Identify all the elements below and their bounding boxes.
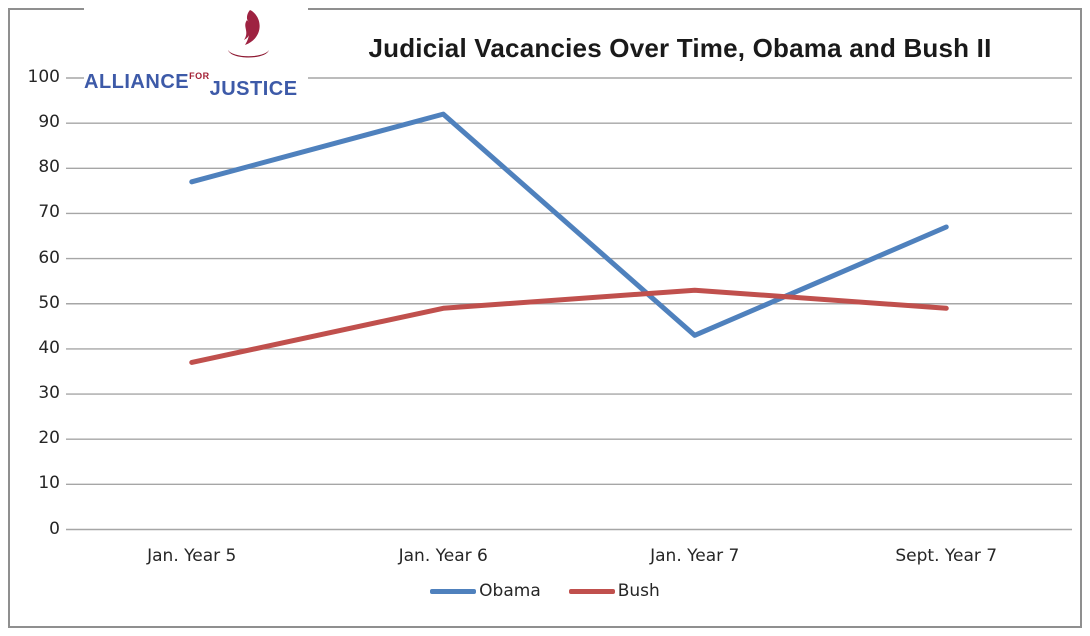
x-axis-category-label: Jan. Year 5 [147,546,237,566]
x-axis-category-label: Jan. Year 7 [650,546,740,566]
y-axis-tick-label: 20 [38,428,60,449]
y-axis-tick-label: 100 [27,67,60,87]
legend-label: Bush [617,581,660,601]
alliance-for-justice-logo: ALLIANCE FOR JUSTICE [84,8,308,100]
chart-border [8,8,1082,628]
chart-title: Judicial Vacancies Over Time, Obama and … [368,33,992,63]
series-line-bush [189,287,949,365]
logo-text: ALLIANCE FOR JUSTICE [84,66,298,101]
logo-word-justice: JUSTICE [209,78,298,100]
y-axis-tick-label: 70 [38,202,60,223]
logo-word-for: FOR [189,71,210,81]
flame-icon [228,10,269,58]
legend-label: Obama [479,581,541,601]
y-axis-tick-label: 80 [38,157,60,178]
y-axis-tick-label: 0 [49,518,60,539]
series-line-obama [189,111,949,338]
y-axis-tick-label: 30 [38,383,60,404]
legend-item-bush: Bush [568,581,660,601]
legend-marker-bush [568,588,615,594]
y-axis-tick-label: 10 [38,473,60,494]
legend-item-obama: Obama [430,581,541,601]
x-axis-category-label: Jan. Year 6 [398,546,488,566]
y-axis-tick-label: 60 [38,247,60,268]
legend-marker-obama [430,588,477,594]
y-axis-tick-label: 50 [38,292,60,313]
y-axis-tick-label: 90 [38,112,60,133]
logo-word-alliance: ALLIANCE [84,71,190,93]
chart-legend: Obama Bush [0,581,1090,601]
x-axis-category-label: Sept. Year 7 [895,546,998,566]
y-axis-tick-label: 40 [38,337,60,358]
